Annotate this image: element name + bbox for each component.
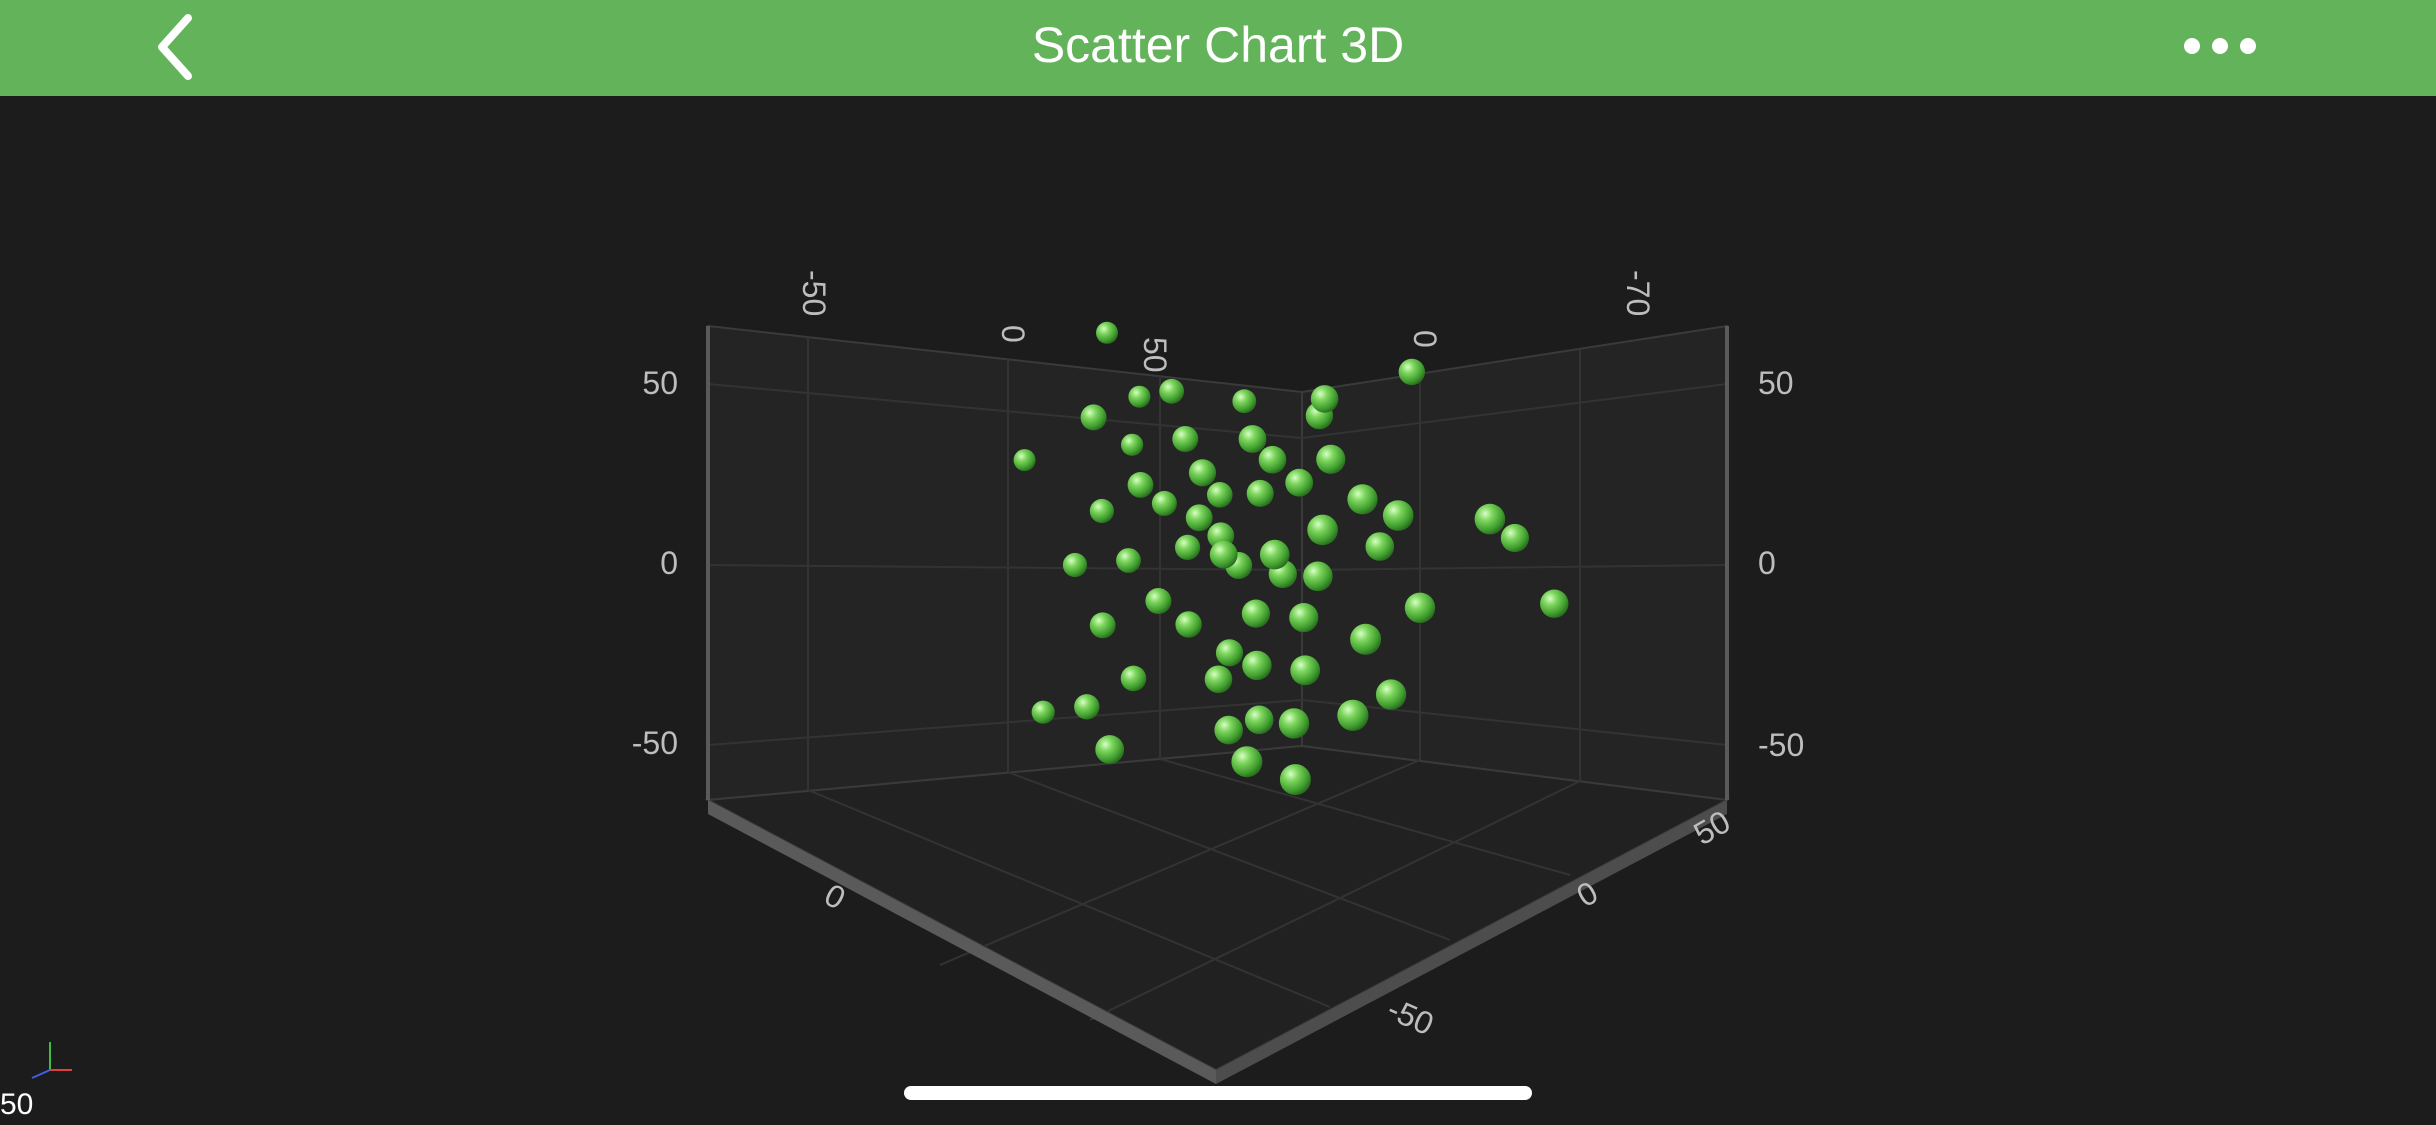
scatter-point-22	[1242, 650, 1272, 681]
scatter-point-10	[1285, 468, 1314, 497]
scatter-point-7	[1232, 389, 1257, 414]
scatter-point-29	[1337, 699, 1369, 731]
y-tick-label-right-mid: 0	[1758, 545, 1776, 581]
scatter-point-19	[1074, 694, 1100, 720]
scatter-point-20	[1120, 665, 1147, 692]
scatter-point-39	[1127, 472, 1154, 498]
scatter-point-4	[1080, 404, 1107, 431]
scatter-3d-chart[interactable]: 50 0 -50 50 0 -50 -50 0 50 0 -70 0 50 0 …	[0, 96, 2436, 1125]
scatter-point-37	[1303, 561, 1333, 592]
scatter-point-34	[1209, 540, 1238, 569]
scatter-point-12	[1347, 484, 1378, 515]
scatter-point-11	[1207, 482, 1233, 508]
x-tick-label-back-50: 50	[1137, 337, 1173, 373]
scatter-point-33	[1214, 715, 1243, 745]
y-tick-label-left-mid: 0	[660, 545, 678, 581]
scatter-point-13	[1382, 500, 1414, 531]
scatter-point-25	[1500, 523, 1529, 553]
floor-plane	[704, 744, 1731, 1072]
x-tick-label-floor-0: 0	[819, 876, 852, 916]
more-options-button[interactable]	[2180, 26, 2260, 66]
chevron-left-icon	[158, 14, 192, 80]
grid-lines	[707, 337, 1728, 1021]
fps-counter: 50	[0, 1088, 34, 1121]
scatter-point-44	[1116, 548, 1141, 573]
scatter-point-5	[1089, 498, 1114, 524]
scatter-point-24	[1474, 503, 1506, 535]
scatter-point-18	[1031, 700, 1055, 724]
scatter-point-45	[1175, 611, 1202, 638]
scatter-point-42	[1258, 445, 1287, 474]
scatter-point-14	[1365, 532, 1395, 561]
scatter-point-41	[1188, 459, 1217, 487]
y-tick-label-left-bottom: -50	[632, 725, 678, 761]
scatter-point-50	[1215, 639, 1244, 667]
scatter-point-23	[1375, 679, 1407, 710]
home-indicator[interactable]	[904, 1086, 1532, 1100]
scatter-point-2	[1128, 385, 1151, 408]
scatter-point-43	[1307, 514, 1338, 546]
scatter-point-35	[1259, 539, 1290, 570]
scatter-point-28	[1244, 705, 1274, 735]
scatter-point-57	[1404, 592, 1436, 623]
scatter-point-53	[1246, 479, 1274, 507]
z-tick-label-back-0: 0	[1407, 330, 1443, 348]
scatter-point-21	[1204, 665, 1233, 694]
scatter-point-59	[1159, 378, 1185, 404]
y-tick-label-left-top: 50	[642, 365, 678, 401]
axis-orientation-gizmo	[31, 1042, 72, 1079]
scatter-point-17	[1290, 655, 1321, 686]
scatter-point-0	[1096, 321, 1118, 344]
scatter-point-26	[1540, 589, 1569, 618]
right-back-wall	[1301, 324, 1728, 802]
axis-frame	[706, 326, 1729, 1084]
scatter-point-36	[1185, 504, 1213, 532]
scatter-point-48	[1238, 425, 1267, 453]
scatter-point-54	[1350, 623, 1382, 655]
x-tick-label-back-neg50: -50	[796, 270, 832, 316]
scatter-point-55	[1089, 612, 1116, 639]
z-tick-label-back-neg70: -70	[1620, 270, 1656, 316]
ellipsis-icon	[2184, 38, 2256, 54]
scatter-point-40	[1121, 433, 1144, 456]
scatter-point-31	[1095, 735, 1125, 764]
back-button[interactable]	[142, 12, 212, 82]
scatter-point-27	[1279, 764, 1311, 796]
scatter-point-38	[1241, 599, 1270, 628]
page-title: Scatter Chart 3D	[1031, 17, 1405, 73]
scatter-point-52	[1175, 534, 1201, 561]
scatter-point-6	[1151, 490, 1177, 516]
y-tick-label-right-top: 50	[1758, 365, 1794, 401]
scatter-point-3	[1013, 449, 1036, 472]
chart-canvas[interactable]: 50 0 -50 50 0 -50 -50 0 50 0 -70 0 50 0 …	[0, 96, 2436, 1125]
scatter-point-16	[1145, 588, 1172, 614]
scatter-point-32	[1231, 746, 1263, 778]
scatter-point-1	[1398, 358, 1426, 386]
y-tick-label-right-bottom: -50	[1758, 727, 1804, 763]
x-tick-label-back-0: 0	[995, 325, 1031, 343]
scatter-point-56	[1062, 552, 1088, 578]
z-tick-label-floor-neg50: -50	[1382, 991, 1439, 1043]
scatter-point-30	[1278, 708, 1310, 739]
scatter-point-9	[1310, 385, 1339, 413]
navigation-bar	[0, 0, 2436, 96]
scatter-point-47	[1172, 426, 1199, 452]
scatter-points	[1013, 321, 1569, 796]
scatter-point-49	[1316, 444, 1346, 474]
scatter-point-46	[1289, 603, 1319, 633]
